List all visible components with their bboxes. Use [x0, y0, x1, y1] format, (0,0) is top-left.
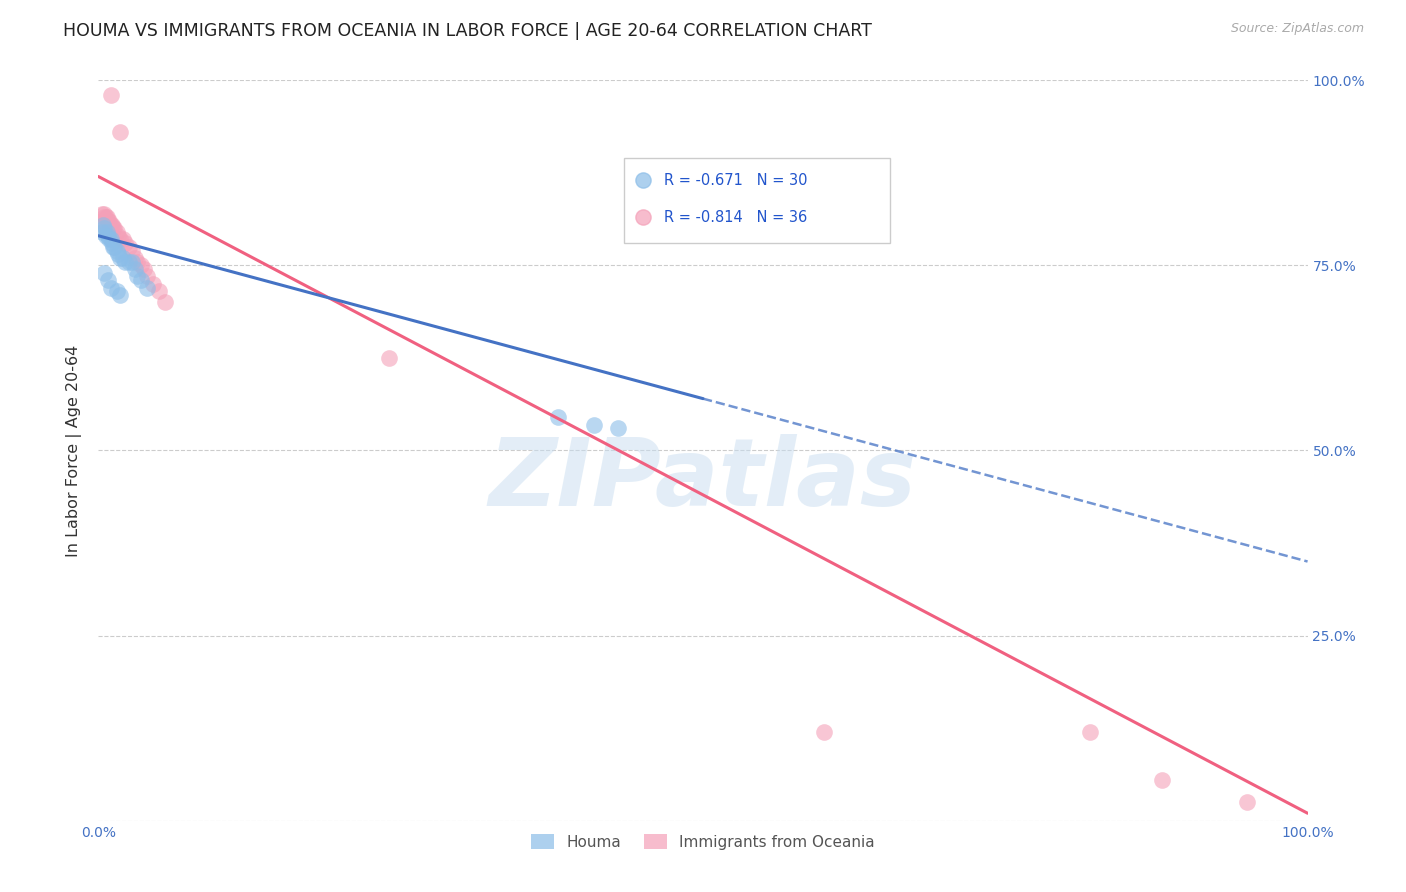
- Text: R = -0.671   N = 30: R = -0.671 N = 30: [664, 173, 808, 187]
- Y-axis label: In Labor Force | Age 20-64: In Labor Force | Age 20-64: [66, 344, 83, 557]
- Text: ZIPatlas: ZIPatlas: [489, 434, 917, 526]
- Text: Source: ZipAtlas.com: Source: ZipAtlas.com: [1230, 22, 1364, 36]
- Legend: Houma, Immigrants from Oceania: Houma, Immigrants from Oceania: [523, 826, 883, 857]
- Text: HOUMA VS IMMIGRANTS FROM OCEANIA IN LABOR FORCE | AGE 20-64 CORRELATION CHART: HOUMA VS IMMIGRANTS FROM OCEANIA IN LABO…: [63, 22, 872, 40]
- FancyBboxPatch shape: [624, 158, 890, 244]
- Text: R = -0.814   N = 36: R = -0.814 N = 36: [664, 210, 807, 225]
